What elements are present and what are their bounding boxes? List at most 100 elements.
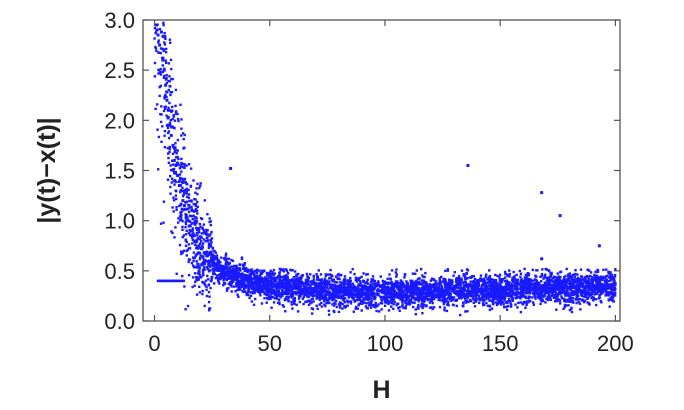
data-point: [569, 296, 572, 299]
data-point: [397, 307, 400, 310]
data-point: [519, 280, 523, 283]
data-point: [482, 290, 486, 294]
data-point: [414, 313, 417, 316]
data-point: [448, 297, 452, 300]
data-point: [197, 230, 201, 233]
data-point: [282, 275, 285, 279]
data-point: [185, 240, 188, 244]
data-point: [178, 167, 182, 170]
data-point: [276, 276, 279, 280]
data-point: [569, 292, 572, 295]
data-point: [429, 279, 432, 282]
data-point: [512, 270, 515, 274]
data-point: [588, 281, 591, 284]
data-point: [306, 275, 309, 278]
data-point: [593, 277, 596, 280]
data-point: [358, 297, 362, 300]
data-point: [167, 136, 171, 140]
data-point: [559, 270, 563, 273]
data-point: [195, 247, 198, 250]
data-point: [496, 274, 499, 278]
data-point: [323, 281, 326, 284]
data-point: [325, 286, 329, 289]
data-point: [424, 271, 427, 275]
data-point: [428, 282, 432, 286]
data-point: [380, 296, 383, 300]
data-point: [515, 290, 518, 294]
data-point: [373, 279, 376, 283]
data-point: [241, 280, 244, 283]
data-point: [484, 282, 487, 285]
data-point: [548, 298, 552, 301]
data-point: [369, 306, 373, 309]
data-point: [259, 274, 262, 277]
data-point: [536, 290, 539, 293]
data-point: [494, 297, 498, 300]
data-point: [209, 265, 212, 268]
data-point: [449, 291, 452, 294]
data-point: [566, 281, 569, 285]
data-point: [456, 294, 459, 297]
data-point: [552, 275, 556, 278]
data-point: [473, 288, 476, 292]
data-point: [184, 181, 187, 184]
data-point: [264, 289, 268, 292]
data-point: [381, 284, 384, 287]
data-point: [546, 288, 549, 291]
data-point: [428, 298, 431, 301]
data-point: [473, 305, 477, 308]
data-point: [249, 274, 252, 277]
data-point: [195, 226, 198, 230]
data-point: [362, 290, 365, 294]
data-point: [388, 273, 391, 276]
data-point: [298, 288, 301, 291]
data-point: [613, 275, 617, 278]
data-point: [457, 277, 461, 280]
data-point: [488, 284, 491, 288]
data-point: [309, 288, 312, 291]
data-point: [556, 272, 559, 275]
data-point: [549, 274, 552, 278]
data-point: [519, 284, 523, 288]
data-point: [165, 95, 168, 99]
data-point: [271, 295, 274, 299]
data-point: [372, 304, 375, 307]
data-point: [462, 274, 465, 277]
data-point: [200, 232, 204, 235]
data-point: [601, 283, 604, 286]
data-point: [248, 285, 251, 288]
data-point: [516, 278, 520, 281]
data-point: [180, 250, 183, 253]
data-point: [243, 287, 246, 290]
data-point: [565, 289, 569, 292]
data-point: [525, 303, 528, 307]
data-point: [195, 228, 199, 232]
data-point: [162, 200, 166, 203]
data-point: [257, 290, 260, 293]
data-point: [198, 266, 201, 270]
data-point: [313, 280, 316, 284]
data-point: [470, 283, 473, 287]
data-point: [265, 284, 268, 287]
data-point: [578, 279, 581, 283]
data-point: [369, 281, 373, 284]
data-point: [388, 281, 391, 285]
data-point: [507, 304, 510, 308]
data-point: [563, 303, 567, 307]
data-point: [389, 295, 392, 298]
data-point: [443, 306, 446, 309]
data-point: [392, 282, 395, 286]
data-point: [190, 233, 193, 236]
data-point: [319, 280, 323, 283]
data-point: [521, 303, 525, 306]
data-point: [498, 280, 501, 283]
data-point: [396, 302, 399, 305]
data-point: [176, 112, 179, 116]
data-point: [580, 292, 584, 295]
data-point: [439, 281, 443, 284]
data-point: [193, 219, 197, 223]
data-point: [295, 279, 299, 283]
data-point: [534, 282, 537, 285]
data-point: [524, 279, 527, 282]
data-point: [334, 286, 337, 290]
